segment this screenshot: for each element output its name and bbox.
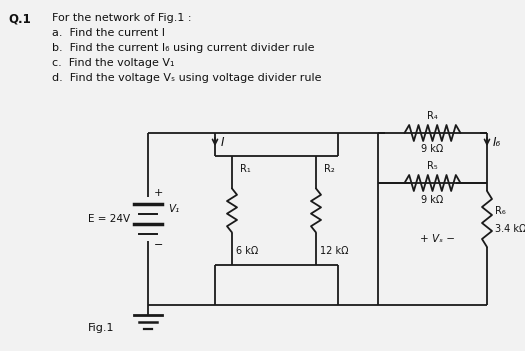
Text: d.  Find the voltage Vₛ using voltage divider rule: d. Find the voltage Vₛ using voltage div… [52,73,321,83]
Text: I: I [221,137,225,150]
Text: V₁: V₁ [168,204,179,214]
Text: 3.4 kΩ: 3.4 kΩ [495,224,525,234]
Text: c.  Find the voltage V₁: c. Find the voltage V₁ [52,58,174,68]
Text: 9 kΩ: 9 kΩ [422,144,444,154]
Text: 9 kΩ: 9 kΩ [422,195,444,205]
Text: R₁: R₁ [240,165,251,174]
Text: + Vₛ −: + Vₛ − [420,234,455,244]
Text: 12 kΩ: 12 kΩ [320,246,349,257]
Text: a.  Find the current I: a. Find the current I [52,28,165,38]
Text: I₆: I₆ [493,137,501,150]
Text: R₅: R₅ [427,161,438,171]
Text: 6 kΩ: 6 kΩ [236,246,258,257]
Text: +: + [154,188,163,198]
Text: −: − [154,240,163,250]
Text: R₄: R₄ [427,111,438,121]
Text: R₆: R₆ [495,206,506,216]
Text: For the network of Fig.1 :: For the network of Fig.1 : [52,13,192,23]
Text: b.  Find the current I₆ using current divider rule: b. Find the current I₆ using current div… [52,43,314,53]
Text: R₂: R₂ [324,165,335,174]
Text: Q.1: Q.1 [8,13,31,26]
Text: E = 24V: E = 24V [88,214,130,224]
Text: Fig.1: Fig.1 [88,323,114,333]
